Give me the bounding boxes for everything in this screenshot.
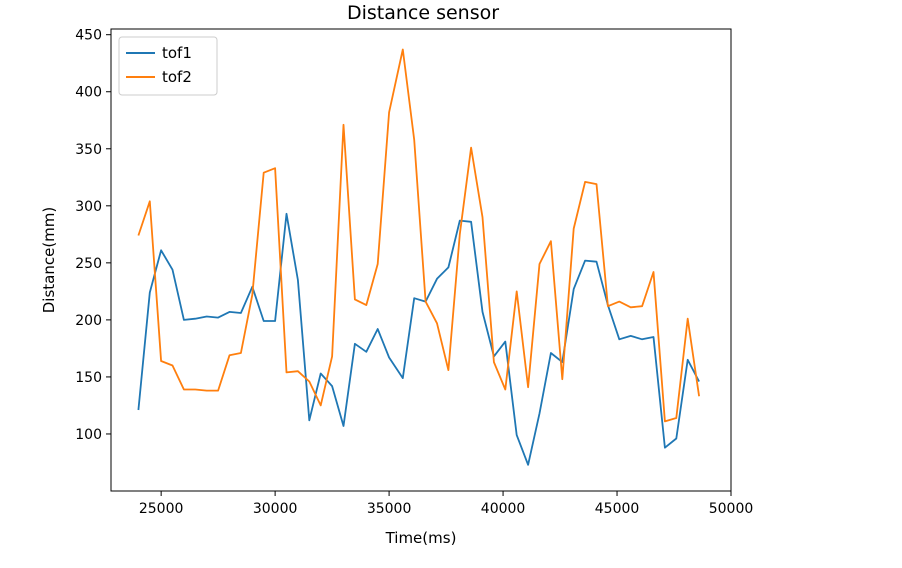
- y-axis: 100 150 200 250 300 350 400 450: [75, 28, 111, 443]
- plot-frame: [110, 28, 732, 492]
- y-tick-label: 250: [75, 256, 102, 272]
- y-tick-label: 100: [75, 427, 102, 443]
- y-tick-label: 450: [75, 28, 102, 44]
- x-tick-label: 40000: [481, 501, 526, 517]
- legend: tof1 tof2: [118, 36, 218, 96]
- legend-label-tof2: tof2: [162, 68, 192, 86]
- x-axis: 25000 30000 35000 40000 45000 50000: [139, 491, 753, 517]
- legend-box: [118, 36, 218, 96]
- y-tick-label: 150: [75, 370, 102, 386]
- y-tick-label: 200: [75, 313, 102, 329]
- x-tick-label: 50000: [709, 501, 754, 517]
- series-line-tof1: [137, 212, 700, 466]
- y-tick-label: 300: [75, 199, 102, 215]
- y-tick-label: 350: [75, 142, 102, 158]
- x-tick-label: 25000: [139, 501, 184, 517]
- y-axis-label: Distance(mm): [40, 207, 58, 314]
- x-axis-label: Time(ms): [385, 529, 457, 547]
- y-tick-label: 400: [75, 85, 102, 101]
- series-line-tof2: [137, 48, 700, 423]
- x-tick-label: 45000: [595, 501, 640, 517]
- legend-label-tof1: tof1: [162, 44, 192, 62]
- x-tick-label: 30000: [253, 501, 298, 517]
- x-tick-label: 35000: [367, 501, 412, 517]
- plot-area: [137, 48, 700, 466]
- chart-title: Distance sensor: [347, 2, 499, 24]
